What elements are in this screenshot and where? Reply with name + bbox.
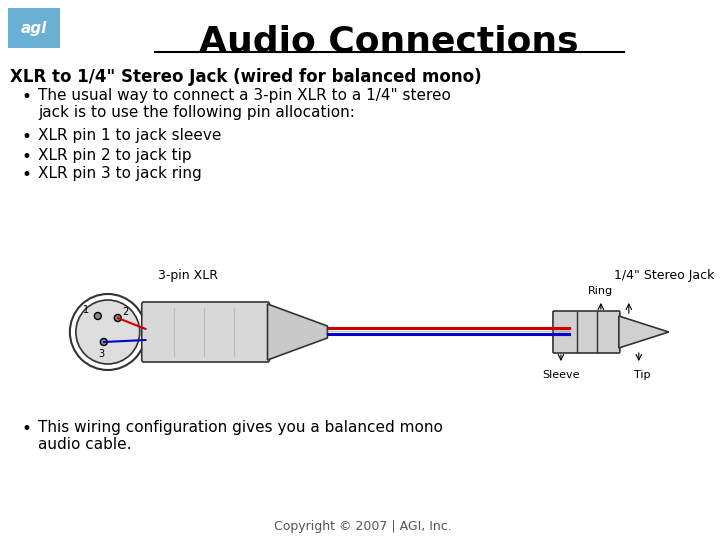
- Text: Audio Connections: Audio Connections: [199, 25, 579, 59]
- Text: Copyright © 2007 | AGI, Inc.: Copyright © 2007 | AGI, Inc.: [274, 520, 452, 533]
- FancyBboxPatch shape: [553, 311, 620, 353]
- Text: •: •: [22, 88, 32, 106]
- Text: Ring: Ring: [588, 286, 614, 296]
- FancyBboxPatch shape: [8, 8, 60, 48]
- Text: 2: 2: [122, 307, 129, 317]
- Text: 3: 3: [99, 349, 105, 359]
- Text: This wiring configuration gives you a balanced mono
audio cable.: This wiring configuration gives you a ba…: [38, 420, 443, 453]
- Circle shape: [70, 294, 146, 370]
- Polygon shape: [619, 316, 669, 348]
- Text: •: •: [22, 420, 32, 438]
- Circle shape: [114, 314, 122, 322]
- Circle shape: [95, 312, 101, 319]
- Text: •: •: [22, 128, 32, 146]
- Text: •: •: [22, 166, 32, 184]
- Text: Sleeve: Sleeve: [542, 370, 579, 380]
- Text: XLR pin 2 to jack tip: XLR pin 2 to jack tip: [38, 148, 191, 163]
- Text: 3-pin XLR: 3-pin XLR: [158, 269, 218, 282]
- Text: agl: agl: [21, 21, 47, 35]
- Polygon shape: [267, 304, 328, 360]
- FancyBboxPatch shape: [142, 302, 269, 362]
- Text: 1/4" Stereo Jack: 1/4" Stereo Jack: [614, 269, 714, 282]
- Text: The usual way to connect a 3-pin XLR to a 1/4" stereo
jack is to use the followi: The usual way to connect a 3-pin XLR to …: [38, 88, 451, 121]
- Text: XLR pin 1 to jack sleeve: XLR pin 1 to jack sleeve: [38, 128, 221, 143]
- Text: XLR pin 3 to jack ring: XLR pin 3 to jack ring: [38, 166, 202, 181]
- Text: Tip: Tip: [633, 370, 650, 380]
- Text: 1: 1: [83, 305, 89, 315]
- Circle shape: [76, 300, 140, 364]
- Text: •: •: [22, 148, 32, 166]
- Circle shape: [100, 339, 107, 346]
- Text: XLR to 1/4" Stereo Jack (wired for balanced mono): XLR to 1/4" Stereo Jack (wired for balan…: [10, 68, 482, 86]
